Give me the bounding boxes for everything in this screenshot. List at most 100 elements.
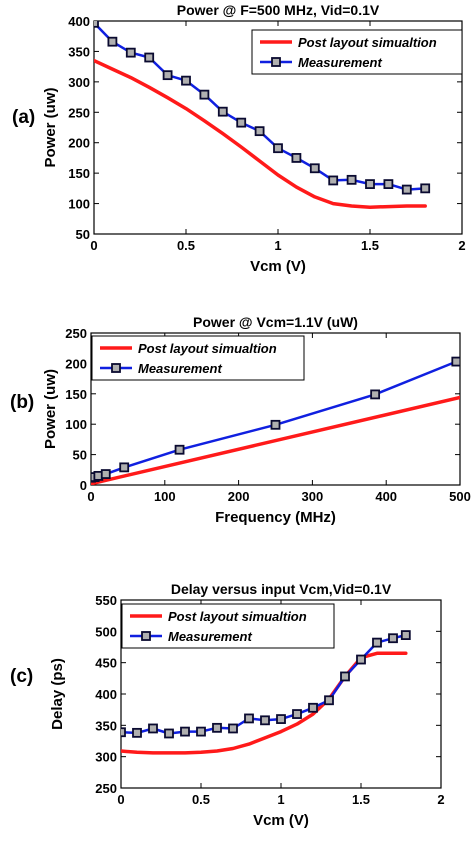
- x-axis-label: Vcm (V): [253, 812, 309, 829]
- data-point: [125, 47, 136, 58]
- x-tick-label: 200: [228, 489, 250, 504]
- y-tick-label: 0: [80, 478, 87, 493]
- legend-marker: [141, 631, 151, 641]
- y-tick-label: 300: [95, 750, 117, 765]
- series-line-simulation: [121, 651, 408, 755]
- panel-label: (b): [10, 392, 34, 413]
- legend-marker: [111, 363, 121, 373]
- x-tick-label: 0: [117, 792, 124, 807]
- series-line-simulation: [94, 58, 427, 209]
- data-point: [181, 75, 191, 86]
- data-point: [144, 52, 155, 63]
- data-point: [356, 654, 366, 665]
- legend-box: [91, 335, 305, 381]
- data-point: [292, 709, 302, 719]
- y-tick-label: 500: [95, 624, 117, 639]
- x-tick-label: 100: [154, 489, 176, 504]
- data-point: [370, 389, 381, 400]
- y-tick-label: 200: [68, 136, 90, 151]
- y-tick-label: 450: [95, 656, 117, 671]
- data-point: [365, 179, 375, 189]
- data-point: [388, 633, 398, 644]
- data-point: [121, 727, 126, 738]
- data-point: [346, 174, 357, 185]
- legend-label: Measurement: [138, 361, 222, 376]
- legend-marker: [271, 57, 281, 67]
- data-point: [340, 671, 350, 682]
- y-tick-label: 300: [68, 75, 90, 90]
- data-point: [420, 183, 431, 194]
- data-point: [196, 726, 206, 737]
- panel-label: (c): [10, 666, 33, 687]
- legend: Post layout simualtion Measurement: [121, 603, 335, 649]
- y-tick-label: 150: [65, 387, 87, 402]
- y-tick-label: 400: [95, 687, 117, 702]
- data-point: [119, 462, 130, 473]
- data-point: [180, 726, 190, 737]
- data-point: [400, 630, 411, 640]
- chart-panel-3: (c) Delay versus input Vcm,Vid=0.1V 0 0.5 1 1…: [10, 581, 445, 829]
- y-tick-label: 400: [68, 14, 90, 29]
- x-tick-label: 0.5: [177, 238, 195, 253]
- x-tick-label: 1.5: [361, 238, 379, 253]
- data-point: [199, 89, 210, 100]
- y-tick-label: 50: [73, 448, 87, 463]
- x-tick-label: 0: [87, 489, 94, 504]
- chart-panel-1: (a)Power @ F=500 MHz, Vid=0.1V0 0.5 1 1.5 25…: [12, 2, 466, 275]
- y-axis-label: Power (uw): [42, 87, 59, 167]
- series-layer: [91, 356, 460, 485]
- y-tick-label: 100: [68, 197, 90, 212]
- data-point: [162, 70, 173, 81]
- plot-frame: [90, 332, 461, 486]
- x-tick-label: 1: [274, 238, 281, 253]
- y-tick-label: 250: [68, 105, 90, 120]
- x-tick-label: 300: [302, 489, 324, 504]
- y-tick-label: 100: [65, 417, 87, 432]
- data-point: [254, 126, 265, 137]
- data-point: [372, 637, 382, 648]
- y-tick-label: 550: [95, 593, 117, 608]
- legend-label: Post layout simualtion: [168, 609, 307, 624]
- x-tick-label: 400: [375, 489, 397, 504]
- y-tick-label: 200: [65, 356, 87, 371]
- legend-box: [251, 29, 463, 75]
- legend-label: Measurement: [168, 629, 252, 644]
- data-point: [212, 722, 222, 733]
- data-point: [291, 153, 302, 163]
- data-point: [174, 444, 185, 455]
- series-line-simulation: [91, 395, 460, 485]
- data-point: [324, 695, 334, 706]
- data-point: [100, 469, 111, 479]
- data-point: [328, 175, 339, 186]
- y-tick-label: 150: [68, 166, 90, 181]
- data-point: [270, 419, 281, 430]
- y-tick-label: 250: [95, 781, 117, 796]
- x-tick-label: 0.5: [192, 792, 210, 807]
- x-axis-label: Vcm (V): [250, 258, 306, 275]
- x-tick-label: 1: [277, 792, 284, 807]
- data-point: [309, 163, 320, 174]
- y-tick-label: 350: [68, 44, 90, 59]
- chart-panel-2: (b)Power @ Vcm=1.1V (uW)0 100 200 300 400 500…: [10, 314, 471, 526]
- y-tick-label: 250: [65, 326, 87, 341]
- x-tick-label: 500: [449, 489, 471, 504]
- x-axis-label: Frequency (MHz): [215, 509, 336, 526]
- y-axis-label: Power (uw): [42, 369, 59, 449]
- data-point: [273, 143, 283, 154]
- chart-title: Delay versus input Vcm,Vid=0.1V: [171, 581, 392, 597]
- data-point: [260, 715, 270, 726]
- legend: Post layout simualtion Measurement: [91, 335, 305, 381]
- data-point: [236, 117, 247, 128]
- x-tick-label: 0: [90, 238, 97, 253]
- x-tick-label: 2: [437, 792, 444, 807]
- data-point: [94, 21, 99, 28]
- y-tick-label: 350: [95, 718, 117, 733]
- y-axis-label: Delay (ps): [49, 658, 66, 730]
- legend-label: Post layout simualtion: [138, 341, 277, 356]
- x-tick-label: 1.5: [352, 792, 370, 807]
- chart-title: Power @ F=500 MHz, Vid=0.1V: [177, 2, 380, 18]
- data-point: [132, 727, 142, 738]
- series-layer: [94, 21, 431, 209]
- legend-label: Post layout simualtion: [298, 35, 437, 50]
- data-point: [107, 36, 118, 47]
